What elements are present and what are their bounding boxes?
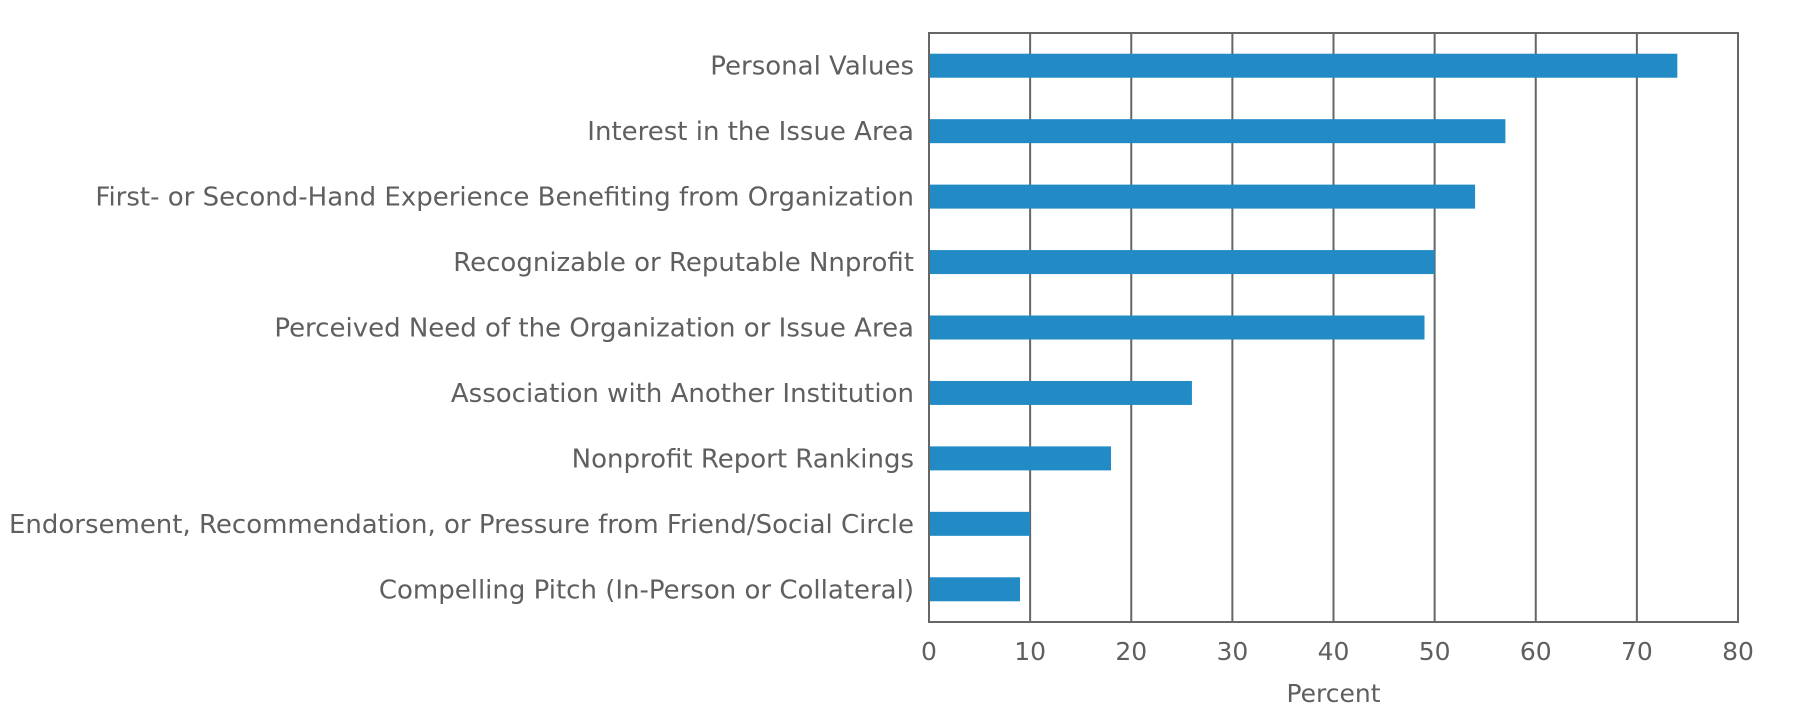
x-tick-label: 20	[1115, 637, 1147, 666]
category-label: Association with Another Institution	[451, 379, 914, 409]
bar	[929, 315, 1425, 340]
x-tick-labels: 0 10 20 30 40 50 60 70 80	[921, 637, 1754, 666]
bar	[929, 446, 1112, 471]
category-label: Personal Values	[710, 52, 914, 82]
x-axis-title: Percent	[1286, 679, 1380, 708]
category-label: Nonprofit Report Rankings	[572, 444, 914, 474]
bar	[929, 511, 1031, 536]
category-label: Recognizable or Reputable Nnprofit	[453, 248, 914, 278]
category-label: Perceived Need of the Organization or Is…	[274, 314, 914, 344]
x-tick-label: 80	[1722, 637, 1754, 666]
category-label: Endorsement, Recommendation, or Pressure…	[9, 510, 914, 540]
category-label: Interest in the Issue Area	[587, 117, 914, 147]
bars	[929, 53, 1678, 602]
bar	[929, 53, 1678, 78]
x-tick-label: 60	[1520, 637, 1552, 666]
category-label: First- or Second-Hand Experience Benefit…	[95, 183, 914, 213]
bar	[929, 577, 1021, 602]
bar	[929, 119, 1506, 144]
x-tick-label: 0	[921, 637, 937, 666]
bar	[929, 184, 1476, 209]
x-tick-label: 70	[1621, 637, 1653, 666]
x-tick-label: 30	[1216, 637, 1248, 666]
category-labels: Personal Values Interest in the Issue Are…	[9, 52, 914, 606]
plot-frame	[928, 32, 1739, 623]
x-tick-label: 40	[1318, 637, 1350, 666]
bar	[929, 380, 1192, 405]
bar	[929, 250, 1435, 275]
x-tick-label: 50	[1419, 637, 1451, 666]
category-label: Compelling Pitch (In-Person or Collatera…	[379, 575, 914, 605]
x-tick-label: 10	[1014, 637, 1046, 666]
